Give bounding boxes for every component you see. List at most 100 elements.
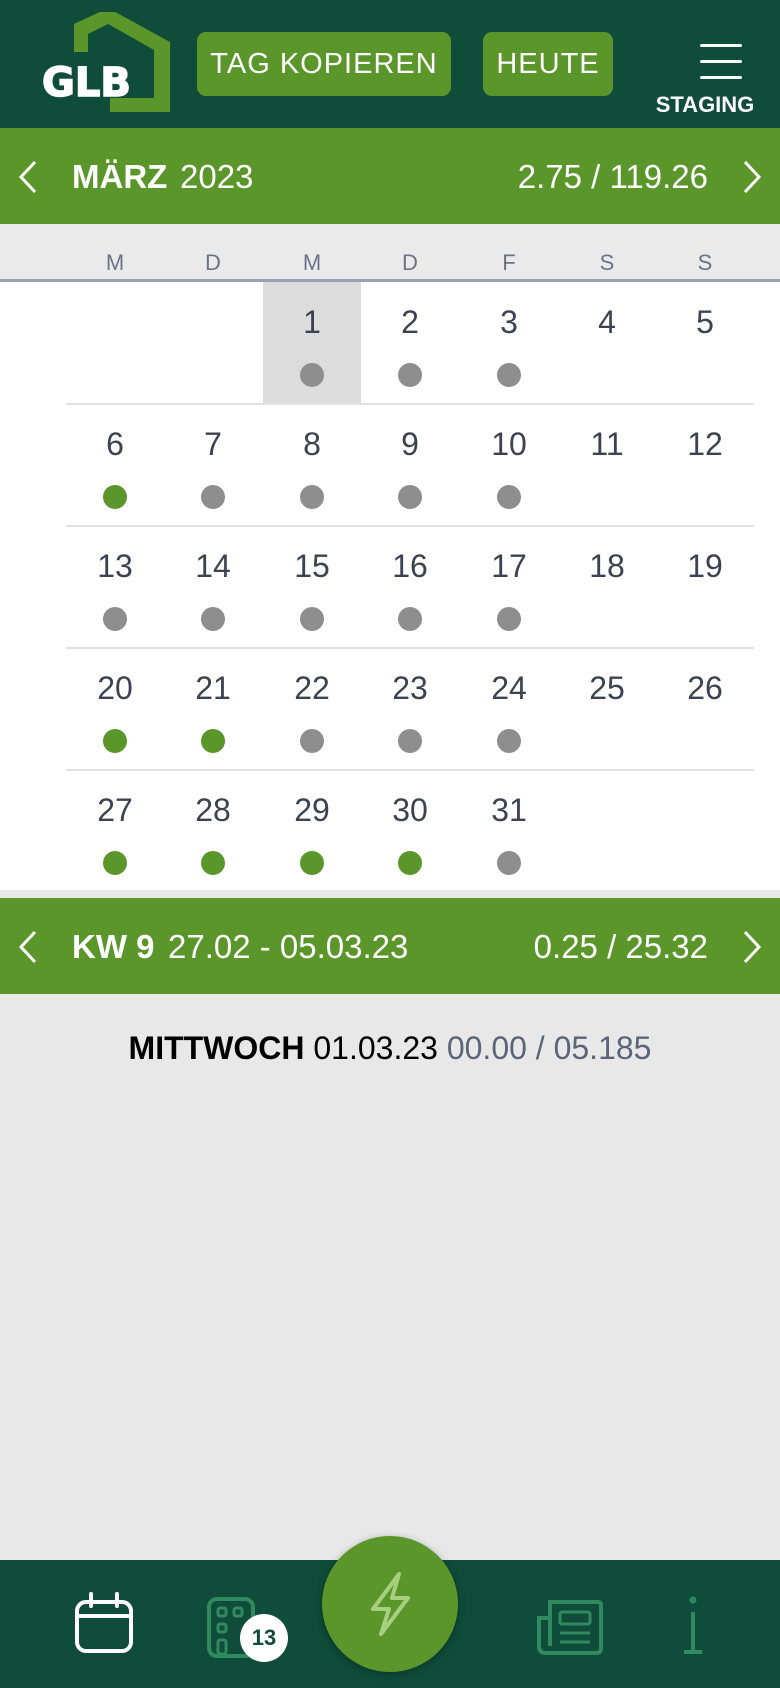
calendar-day[interactable]: 4: [558, 282, 656, 404]
weekday-header: M D M D F S S: [0, 224, 780, 282]
calendar-day[interactable]: 17: [460, 526, 558, 648]
weekday-label: S: [599, 250, 615, 275]
newspaper-icon[interactable]: [536, 1598, 604, 1656]
calendar-day[interactable]: 12: [656, 404, 754, 526]
previous-month-chevron-icon[interactable]: [18, 160, 38, 194]
weekday-label: M: [302, 250, 322, 275]
day-status-dot: [201, 851, 225, 875]
calendar-day[interactable]: 9: [361, 404, 459, 526]
calendar-day-number: 19: [687, 548, 723, 584]
glb-logo[interactable]: GLB: [40, 12, 176, 114]
today-button[interactable]: HEUTE: [483, 32, 613, 96]
app-header: GLB TAG KOPIEREN HEUTE STAGING: [0, 0, 780, 128]
day-status-dot: [300, 851, 324, 875]
calendar-day[interactable]: 28: [164, 770, 262, 892]
calendar-day[interactable]: 6: [66, 404, 164, 526]
day-status-dot: [398, 607, 422, 631]
calendar-day[interactable]: 10: [460, 404, 558, 526]
calendar-day-number: 4: [598, 304, 616, 340]
weekday-label: S: [697, 250, 713, 275]
calendar-day-number: 17: [491, 548, 527, 584]
logo-text: GLB: [42, 60, 131, 106]
hamburger-menu-icon[interactable]: [700, 44, 746, 80]
week-hours: 0.25 / 25.32: [533, 928, 708, 965]
calendar-day[interactable]: 1: [263, 282, 361, 404]
lightning-icon: [371, 1572, 410, 1636]
quick-action-button[interactable]: [322, 1536, 458, 1672]
next-month-chevron-icon[interactable]: [742, 160, 762, 194]
calendar-day[interactable]: 23: [361, 648, 459, 770]
calendar-day[interactable]: 2: [361, 282, 459, 404]
calendar-day[interactable]: 20: [66, 648, 164, 770]
calendar-day[interactable]: 11: [558, 404, 656, 526]
calendar-day-number: 9: [401, 426, 419, 462]
calendar-day[interactable]: 8: [263, 404, 361, 526]
calendar-day-number: 27: [97, 792, 133, 828]
week-row-divider: [66, 403, 754, 405]
calendar-day-number: 28: [195, 792, 231, 828]
month-year: 2023: [180, 158, 254, 195]
calendar-day[interactable]: 30: [361, 770, 459, 892]
calendar-day[interactable]: 18: [558, 526, 656, 648]
calendar-day[interactable]: 7: [164, 404, 262, 526]
week-row-divider: [66, 647, 754, 649]
calendar-day-number: 16: [392, 548, 428, 584]
day-name: MITTWOCH: [128, 1030, 305, 1066]
calendar-day[interactable]: 15: [263, 526, 361, 648]
calendar-day-number: 20: [97, 670, 133, 706]
info-icon[interactable]: [678, 1594, 708, 1656]
calendar-day[interactable]: 16: [361, 526, 459, 648]
weekday-label: M: [105, 250, 125, 275]
day-status-dot: [103, 607, 127, 631]
calendar-day-number: 2: [401, 304, 419, 340]
calendar-day-number: 31: [491, 792, 527, 828]
calendar-day[interactable]: 31: [460, 770, 558, 892]
previous-week-chevron-icon[interactable]: [18, 930, 38, 964]
calendar-day-number: 21: [195, 670, 231, 706]
notification-badge: 13: [240, 1614, 288, 1662]
calendar-day-number: 26: [687, 670, 723, 706]
calendar-day-number: 8: [303, 426, 321, 462]
environment-label: STAGING: [655, 92, 755, 117]
calendar-day[interactable]: 13: [66, 526, 164, 648]
month-name: MÄRZ: [72, 158, 168, 195]
calendar-day[interactable]: 25: [558, 648, 656, 770]
calendar-day-number: 1: [303, 304, 321, 340]
calendar-icon[interactable]: [74, 1592, 134, 1654]
calendar-day-number: 15: [294, 548, 330, 584]
day-status-dot: [497, 607, 521, 631]
calendar-day[interactable]: 3: [460, 282, 558, 404]
calendar-day-number: 25: [589, 670, 625, 706]
calendar-day-number: 13: [97, 548, 133, 584]
calendar-day[interactable]: 26: [656, 648, 754, 770]
calendar-day[interactable]: 27: [66, 770, 164, 892]
day-status-dot: [398, 363, 422, 387]
weekday-label: F: [502, 250, 516, 275]
calendar-day[interactable]: 29: [263, 770, 361, 892]
copy-day-button[interactable]: TAG KOPIEREN: [197, 32, 451, 96]
calendar-day-number: 30: [392, 792, 428, 828]
day-status-dot: [497, 363, 521, 387]
week-number: KW 9: [72, 928, 155, 965]
day-status-dot: [300, 729, 324, 753]
day-status-dot: [300, 363, 324, 387]
calendar-day[interactable]: 21: [164, 648, 262, 770]
month-calendar-grid: 1 2 3 4 5 6 7 8 9 10 11 12 13 14 15 16 17 18 19 20 21 22 23 24 2…: [0, 282, 780, 892]
selected-day-summary: MITTWOCH 01.03.23 00.00 / 05.185: [0, 1030, 780, 1067]
calendar-day[interactable]: 22: [263, 648, 361, 770]
calendar-day[interactable]: 14: [164, 526, 262, 648]
weekday-label: D: [402, 250, 418, 275]
calendar-day-number: 10: [491, 426, 527, 462]
day-status-dot: [398, 729, 422, 753]
calendar-day-number: 18: [589, 548, 625, 584]
day-status-dot: [398, 485, 422, 509]
calendar-day[interactable]: 19: [656, 526, 754, 648]
calendar-day-number: 12: [687, 426, 723, 462]
next-week-chevron-icon[interactable]: [742, 930, 762, 964]
day-status-dot: [398, 851, 422, 875]
calendar-day-number: 22: [294, 670, 330, 706]
calendar-day[interactable]: 24: [460, 648, 558, 770]
day-status-dot: [497, 729, 521, 753]
calendar-day[interactable]: 5: [656, 282, 754, 404]
calendar-day-number: 6: [106, 426, 124, 462]
